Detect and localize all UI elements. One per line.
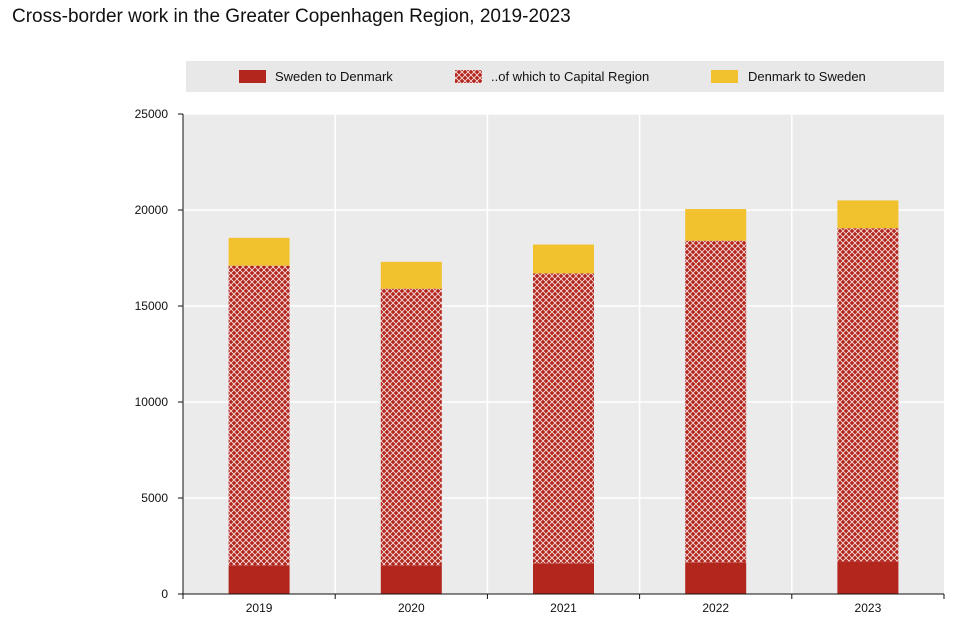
bar-denmark-to-sweden-2020 (380, 261, 442, 289)
y-tick-label: 20000 (135, 203, 169, 217)
bar-denmark-to-sweden-2021 (533, 244, 594, 274)
bars (228, 200, 899, 594)
bar-sweden-to-denmark-2020 (380, 565, 442, 594)
axes: 0 5000 10000 15000 20000 25000 2019 2020 2021 202… (135, 107, 945, 615)
legend: Sweden to Denmark ..of which to Capital R… (239, 69, 866, 84)
x-tick-label: 2019 (246, 601, 273, 615)
bar-denmark-to-sweden-2019 (228, 237, 290, 266)
x-tick-label: 2023 (855, 601, 882, 615)
chart-title: Cross-border work in the Greater Copenha… (12, 6, 571, 27)
bar-of-which-to-capital-region-2022 (685, 240, 747, 563)
y-tick-label: 0 (161, 587, 168, 601)
bar-of-which-to-capital-region-2019 (228, 265, 290, 566)
bar-sweden-to-denmark-2019 (228, 565, 290, 594)
bar-denmark-to-sweden-2023 (837, 200, 899, 229)
legend-label: Sweden to Denmark (275, 69, 393, 84)
bar-sweden-to-denmark-2021 (533, 563, 594, 594)
legend-swatch (455, 70, 482, 83)
y-tick-label: 15000 (135, 299, 169, 313)
bar-sweden-to-denmark-2023 (837, 561, 899, 594)
y-tick-label: 5000 (141, 491, 168, 505)
x-tick-label: 2020 (398, 601, 425, 615)
legend-box (186, 61, 944, 92)
legend-label: Denmark to Sweden (748, 69, 866, 84)
bar-of-which-to-capital-region-2020 (380, 288, 442, 566)
legend-swatch (239, 70, 266, 83)
bar-of-which-to-capital-region-2023 (837, 228, 899, 562)
legend-label: ..of which to Capital Region (491, 69, 649, 84)
x-tick-label: 2021 (550, 601, 577, 615)
bar-denmark-to-sweden-2022 (685, 209, 747, 241)
y-tick-label: 10000 (135, 395, 169, 409)
bar-sweden-to-denmark-2022 (685, 562, 747, 594)
x-tick-label: 2022 (702, 601, 729, 615)
bar-of-which-to-capital-region-2021 (533, 273, 594, 564)
legend-swatch (711, 70, 738, 83)
y-tick-label: 25000 (135, 107, 169, 121)
